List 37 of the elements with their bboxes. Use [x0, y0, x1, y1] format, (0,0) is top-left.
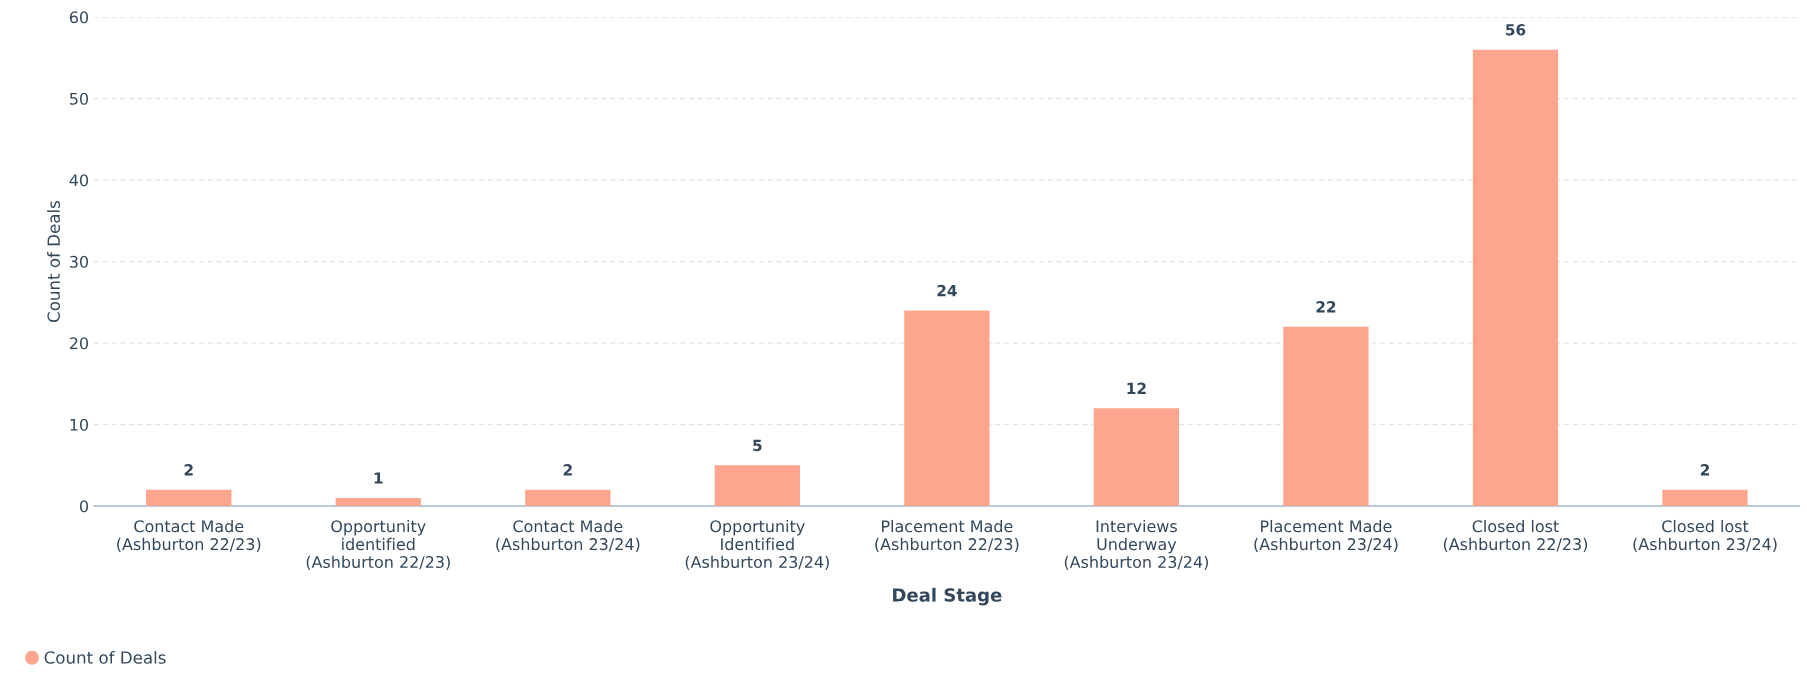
x-tick-label: Closed lost (Ashburton 23/24) — [1633, 519, 1777, 553]
bar — [525, 489, 611, 507]
data-label: 5 — [753, 439, 762, 452]
bar — [1093, 408, 1180, 507]
y-axis-title: Count of Deals — [47, 200, 60, 322]
bar — [1662, 489, 1748, 507]
data-label: 1 — [374, 472, 383, 484]
y-tick-label: 20 — [69, 337, 89, 350]
y-tick-label: 0 — [79, 500, 89, 513]
bar — [1472, 49, 1559, 507]
bar — [335, 497, 421, 507]
bar — [146, 489, 232, 507]
x-tick-label: Contact Made (Ashburton 23/24) — [496, 519, 640, 553]
data-label: 22 — [1316, 301, 1336, 313]
x-tick-label: Opportunity identified (Ashburton 22/23) — [306, 519, 450, 570]
x-tick-label: Placement Made (Ashburton 23/24) — [1254, 519, 1398, 553]
x-tick-label: Closed lost (Ashburton 22/23) — [1443, 519, 1588, 553]
legend-label: Count of Deals — [44, 650, 166, 664]
y-tick-label: 50 — [70, 92, 89, 105]
x-tick-label: Opportunity Identified (Ashburton 23/24) — [685, 519, 829, 570]
y-tick-label: 10 — [70, 418, 89, 431]
data-label: 56 — [1506, 24, 1526, 36]
data-label: 24 — [937, 284, 957, 297]
x-tick-label: Placement Made (Ashburton 22/23) — [875, 519, 1019, 553]
bar — [904, 310, 990, 507]
data-label: 2 — [184, 464, 193, 476]
y-tick-label: 40 — [69, 174, 89, 187]
x-axis-title: Deal Stage — [893, 587, 1002, 606]
bar — [714, 465, 800, 507]
data-label: 2 — [563, 464, 572, 476]
y-tick-label: 30 — [70, 255, 89, 268]
data-label: 2 — [1700, 464, 1709, 476]
x-tick-label: Contact Made (Ashburton 22/23) — [117, 519, 261, 553]
y-tick-label: 60 — [69, 11, 89, 24]
bar — [1283, 326, 1369, 507]
data-label: 12 — [1127, 382, 1146, 394]
x-tick-label: Interviews Underway (Ashburton 23/24) — [1064, 519, 1208, 570]
